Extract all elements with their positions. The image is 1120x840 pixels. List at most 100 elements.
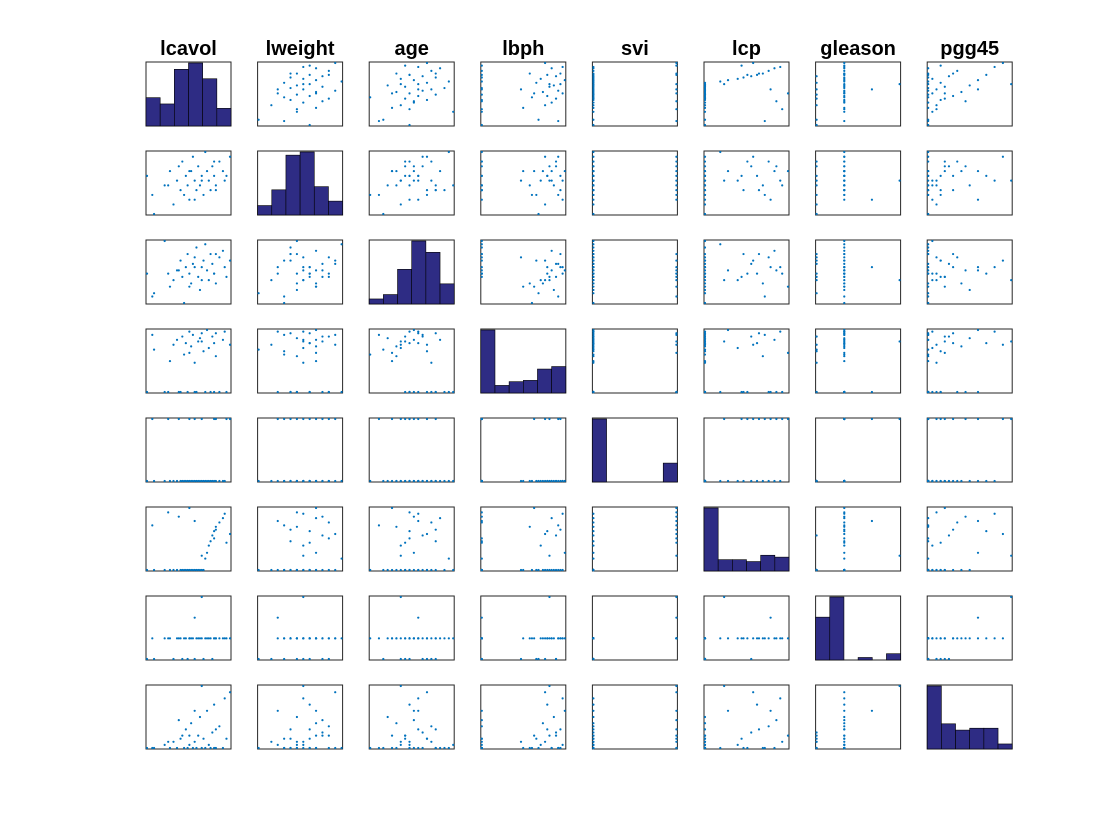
scatter-point bbox=[377, 637, 381, 640]
scatter-point bbox=[522, 285, 525, 288]
scatter-point bbox=[218, 521, 221, 524]
scatter-point bbox=[843, 92, 846, 95]
scatter-point bbox=[592, 193, 595, 197]
scatter-point bbox=[193, 616, 196, 619]
scatter-point bbox=[723, 684, 726, 688]
scatter-point bbox=[843, 341, 846, 345]
scatter-point bbox=[927, 517, 930, 520]
scatter-point bbox=[270, 657, 273, 661]
scatter-point bbox=[843, 246, 846, 249]
scatter-point bbox=[204, 243, 207, 246]
scatter-point bbox=[755, 479, 759, 483]
scatter-point bbox=[434, 728, 437, 731]
scatter-point bbox=[289, 252, 292, 256]
cell-pgg45-vs-lcavol bbox=[145, 684, 232, 750]
scatter-point bbox=[537, 118, 540, 121]
scatter-point bbox=[546, 73, 549, 76]
scatter-point bbox=[430, 179, 433, 182]
histogram-bar bbox=[955, 729, 971, 750]
scatter-point bbox=[592, 731, 595, 734]
scatter-point bbox=[843, 537, 846, 540]
scatter-point bbox=[843, 697, 846, 700]
cell-age-vs-pgg45 bbox=[926, 239, 1013, 305]
scatter-point bbox=[412, 746, 415, 750]
scatter-point bbox=[417, 341, 420, 345]
scatter-point bbox=[321, 734, 324, 737]
scatter-point bbox=[480, 259, 483, 262]
scatter-point bbox=[334, 746, 337, 750]
cell-gleason-vs-svi bbox=[591, 595, 678, 661]
scatter-point bbox=[592, 150, 595, 154]
scatter-point bbox=[703, 169, 707, 173]
scatter-point bbox=[528, 525, 531, 528]
scatter-point bbox=[179, 637, 182, 640]
scatter-point bbox=[815, 734, 818, 737]
scatter-point bbox=[530, 96, 534, 99]
scatter-point bbox=[283, 259, 286, 262]
scatter-point bbox=[939, 541, 942, 544]
scatter-point bbox=[214, 184, 217, 187]
scatter-point bbox=[952, 94, 955, 98]
scatter-point bbox=[592, 341, 595, 345]
scatter-point bbox=[390, 479, 394, 483]
scatter-point bbox=[214, 479, 217, 483]
scatter-point bbox=[592, 106, 595, 109]
scatter-point bbox=[927, 96, 930, 99]
scatter-point bbox=[425, 61, 429, 65]
scatter-point bbox=[976, 637, 980, 640]
scatter-point bbox=[815, 731, 818, 734]
scatter-point bbox=[412, 165, 415, 168]
cell-lcavol-vs-lcavol bbox=[145, 61, 232, 127]
scatter-point bbox=[399, 343, 402, 346]
scatter-point bbox=[204, 479, 207, 483]
cell-frame bbox=[257, 417, 344, 483]
scatter-point bbox=[276, 616, 279, 619]
scatter-point bbox=[761, 746, 764, 750]
scatter-point bbox=[557, 479, 560, 483]
scatter-point bbox=[480, 746, 483, 750]
scatter-point bbox=[557, 637, 560, 640]
scatter-point bbox=[412, 417, 415, 421]
scatter-point bbox=[552, 479, 555, 483]
scatter-point bbox=[295, 568, 299, 572]
scatter-point bbox=[327, 256, 330, 259]
scatter-point bbox=[815, 348, 818, 351]
scatter-point bbox=[190, 568, 193, 572]
scatter-point bbox=[927, 285, 930, 288]
scatter-point bbox=[302, 266, 305, 269]
scatter-point bbox=[675, 616, 678, 619]
scatter-point bbox=[191, 155, 195, 158]
cell-frame bbox=[591, 684, 678, 750]
scatter-point bbox=[592, 252, 595, 256]
scatter-point bbox=[927, 193, 930, 197]
scatter-point bbox=[175, 338, 179, 341]
scatter-point bbox=[703, 657, 707, 661]
scatter-point bbox=[204, 746, 207, 750]
scatter-point bbox=[276, 390, 279, 394]
scatter-point bbox=[519, 568, 523, 572]
scatter-point bbox=[197, 637, 200, 640]
scatter-point bbox=[480, 557, 483, 560]
scatter-point bbox=[539, 479, 542, 483]
scatter-point bbox=[726, 328, 730, 332]
scatter-point bbox=[404, 335, 407, 338]
scatter-point bbox=[302, 479, 305, 483]
scatter-point bbox=[197, 734, 200, 737]
scatter-point bbox=[369, 353, 372, 356]
cell-lcp-vs-pgg45 bbox=[926, 506, 1013, 572]
scatter-point bbox=[314, 709, 318, 712]
scatter-point bbox=[964, 417, 967, 421]
scatter-point bbox=[592, 272, 595, 275]
scatter-point bbox=[211, 479, 214, 483]
scatter-point bbox=[213, 703, 216, 706]
scatter-point bbox=[767, 479, 770, 483]
scatter-point bbox=[221, 517, 225, 520]
scatter-point bbox=[530, 637, 534, 640]
scatter-point bbox=[535, 259, 538, 262]
scatter-point bbox=[205, 328, 209, 332]
scatter-point bbox=[205, 479, 209, 483]
scatter-point bbox=[399, 657, 402, 661]
scatter-point bbox=[438, 637, 442, 640]
scatter-point bbox=[1010, 179, 1013, 182]
scatter-point bbox=[927, 637, 930, 640]
